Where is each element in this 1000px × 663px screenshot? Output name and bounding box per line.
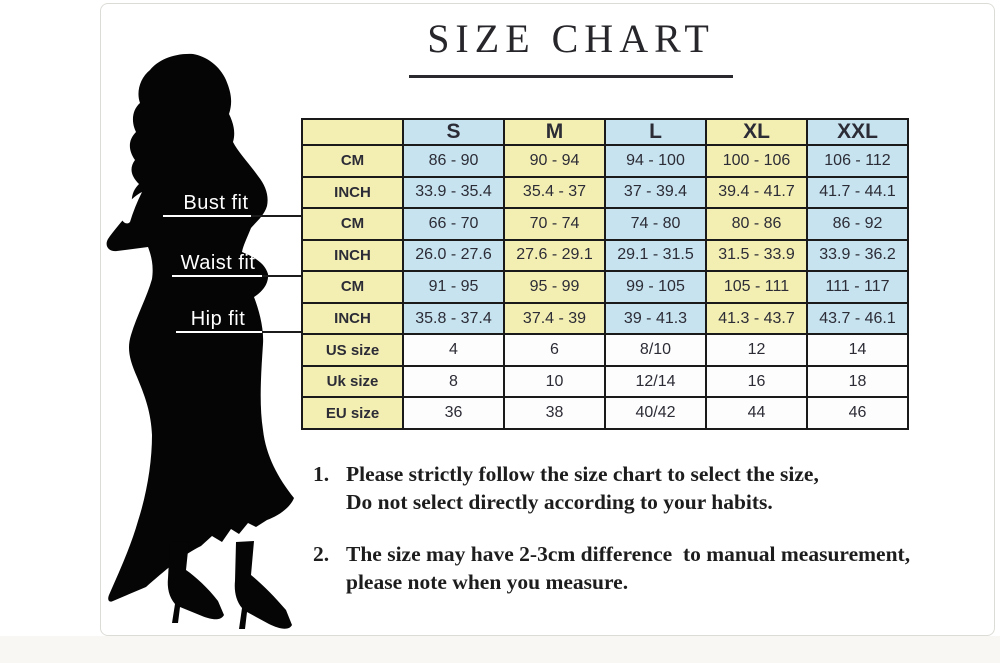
table-row: Uk size 8 10 12/14 16 18 — [301, 364, 909, 399]
table-row: EU size 36 38 40/42 44 46 — [301, 396, 909, 430]
size-value-cell: 10 — [503, 364, 606, 399]
unit-label-cell: INCH — [301, 175, 404, 210]
size-value-cell: 41.3 - 43.7 — [705, 301, 808, 336]
size-column-header: XL — [705, 118, 808, 146]
size-value-cell: 38 — [503, 396, 606, 430]
image-card-frame — [100, 3, 995, 636]
size-value-cell: 37.4 - 39 — [503, 301, 606, 336]
size-value-cell: 95 - 99 — [503, 270, 606, 304]
table-row: INCH 33.9 - 35.4 35.4 - 37 37 - 39.4 39.4 - … — [301, 175, 909, 210]
table-row: INCH 35.8 - 37.4 37.4 - 39 39 - 41.3 41.3 - … — [301, 301, 909, 336]
unit-label-cell: CM — [301, 270, 404, 304]
size-value-cell: 94 - 100 — [604, 144, 707, 178]
size-value-cell: 91 - 95 — [402, 270, 505, 304]
page-title: SIZE CHART — [409, 14, 733, 78]
size-value-cell: 80 - 86 — [705, 207, 808, 241]
size-value-cell: 39 - 41.3 — [604, 301, 707, 336]
size-value-cell: 12 — [705, 333, 808, 367]
size-value-cell: 90 - 94 — [503, 144, 606, 178]
table-row: CM 86 - 90 90 - 94 94 - 100 100 - 106 106 - 1… — [301, 144, 909, 178]
size-value-cell: 8/10 — [604, 333, 707, 367]
size-value-cell: 100 - 106 — [705, 144, 808, 178]
size-value-cell: 111 - 117 — [806, 270, 909, 304]
bust-fit-label: Bust fit — [183, 192, 249, 214]
waist-fit-underline — [172, 275, 262, 277]
size-value-cell: 33.9 - 36.2 — [806, 238, 909, 273]
size-value-cell: 46 — [806, 396, 909, 430]
size-value-cell: 35.4 - 37 — [503, 175, 606, 210]
hip-fit-underline — [176, 331, 262, 333]
size-value-cell: 26.0 - 27.6 — [402, 238, 505, 273]
note-2-number: 2. — [313, 542, 330, 566]
size-value-cell: 29.1 - 31.5 — [604, 238, 707, 273]
unit-label-cell: CM — [301, 207, 404, 241]
size-value-cell: 86 - 90 — [402, 144, 505, 178]
size-value-cell: 43.7 - 46.1 — [806, 301, 909, 336]
size-value-cell: 86 - 92 — [806, 207, 909, 241]
size-value-cell: 99 - 105 — [604, 270, 707, 304]
unit-label-cell: INCH — [301, 301, 404, 336]
note-2: 2. The size may have 2-3cm difference to… — [313, 540, 973, 596]
size-value-cell: 31.5 - 33.9 — [705, 238, 808, 273]
size-column-header: XXL — [806, 118, 909, 146]
size-value-cell: 16 — [705, 364, 808, 399]
hip-fit-connector-line — [262, 331, 303, 333]
size-column-header: M — [503, 118, 606, 146]
size-value-cell: 35.8 - 37.4 — [402, 301, 505, 336]
size-value-cell: 74 - 80 — [604, 207, 707, 241]
size-column-header: S — [402, 118, 505, 146]
bottom-margin-strip — [0, 636, 1000, 663]
size-value-cell: 36 — [402, 396, 505, 430]
bust-fit-connector-line — [251, 215, 303, 217]
size-value-cell: 33.9 - 35.4 — [402, 175, 505, 210]
size-chart-table: S M L XL XXL CM 86 - 90 90 - 94 94 - 100 100 - 1… — [301, 118, 909, 430]
size-table-header: S M L XL XXL — [301, 118, 909, 146]
note-2-line-1: The size may have 2-3cm difference to ma… — [346, 542, 911, 566]
size-value-cell: 37 - 39.4 — [604, 175, 707, 210]
table-row: CM 66 - 70 70 - 74 74 - 80 80 - 86 86 - 92 — [301, 207, 909, 241]
table-row: INCH 26.0 - 27.6 27.6 - 29.1 29.1 - 31.5 31.… — [301, 238, 909, 273]
waist-fit-connector-line — [262, 275, 303, 277]
size-value-cell: 41.7 - 44.1 — [806, 175, 909, 210]
size-value-cell: 70 - 74 — [503, 207, 606, 241]
note-1: 1. Please strictly follow the size chart… — [313, 460, 953, 516]
size-value-cell: 39.4 - 41.7 — [705, 175, 808, 210]
size-value-cell: 18 — [806, 364, 909, 399]
size-value-cell: 105 - 111 — [705, 270, 808, 304]
note-1-line-1: Please strictly follow the size chart to… — [346, 462, 819, 486]
unit-label-cell: INCH — [301, 238, 404, 273]
bust-fit-underline — [163, 215, 251, 217]
unit-label-cell: CM — [301, 144, 404, 178]
table-row: US size 4 6 8/10 12 14 — [301, 333, 909, 367]
size-value-cell: 14 — [806, 333, 909, 367]
size-value-cell: 4 — [402, 333, 505, 367]
size-value-cell: 66 - 70 — [402, 207, 505, 241]
table-row: CM 91 - 95 95 - 99 99 - 105 105 - 111 111 - 1… — [301, 270, 909, 304]
waist-fit-label: Waist fit — [180, 252, 256, 274]
size-value-cell: 44 — [705, 396, 808, 430]
corner-header-cell — [301, 118, 404, 146]
size-value-cell: 106 - 112 — [806, 144, 909, 178]
note-1-line-2: Do not select directly according to your… — [346, 490, 773, 514]
hip-fit-label: Hip fit — [190, 308, 246, 330]
size-value-cell: 12/14 — [604, 364, 707, 399]
unit-label-cell: Uk size — [301, 364, 404, 399]
size-column-header: L — [604, 118, 707, 146]
size-value-cell: 6 — [503, 333, 606, 367]
size-value-cell: 27.6 - 29.1 — [503, 238, 606, 273]
note-2-line-2: please note when you measure. — [346, 570, 629, 594]
unit-label-cell: EU size — [301, 396, 404, 430]
note-1-number: 1. — [313, 462, 330, 486]
size-table-body: CM 86 - 90 90 - 94 94 - 100 100 - 106 106 - 1… — [301, 144, 909, 430]
size-value-cell: 40/42 — [604, 396, 707, 430]
unit-label-cell: US size — [301, 333, 404, 367]
size-value-cell: 8 — [402, 364, 505, 399]
